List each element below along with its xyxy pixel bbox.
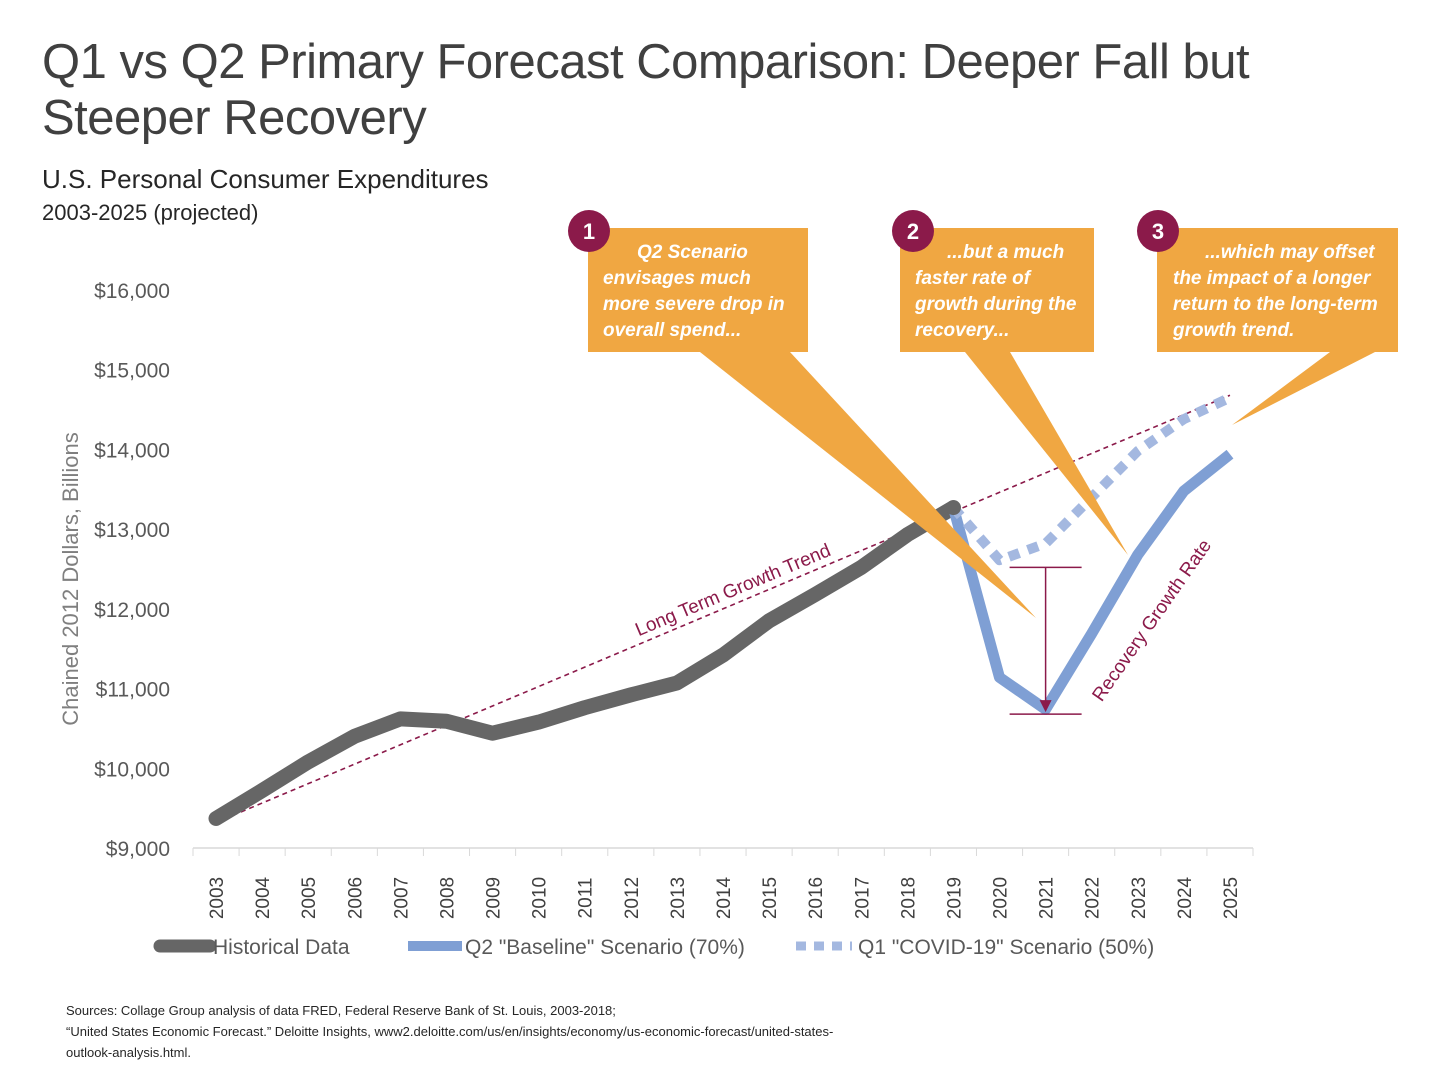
callout-text: ...but a much [947,242,1064,263]
x-tick-label: 2023 [1129,877,1150,919]
callout-text: overall spend... [603,320,741,341]
series-line-1 [948,449,1234,715]
sources-note: Sources: Collage Group analysis of data … [66,1000,986,1063]
x-tick-label: 2011 [576,878,597,919]
y-tick-label: $14,000 [94,439,170,462]
callout-text: growth trend. [1172,320,1294,341]
y-tick-label: $15,000 [94,360,170,383]
x-tick-label: 2009 [484,877,505,919]
legend-label: Q2 "Baseline" Scenario (70%) [465,936,745,959]
x-tick-label: 2007 [391,877,412,919]
x-tick-label: 2004 [253,876,274,919]
x-tick-label: 2024 [1175,876,1196,919]
annotation-callout-3: ...which may offset the impact of a longe… [1137,210,1398,425]
callout-number: 1 [583,219,595,244]
callout-text: growth during the [914,294,1077,315]
x-tick-label: 2013 [668,877,689,919]
x-tick-label: 2018 [898,877,919,919]
callout-number: 2 [907,219,919,244]
x-tick-label: 2005 [299,877,320,919]
x-tick-label: 2006 [345,877,366,919]
sources-line: “United States Economic Forecast.” Deloi… [66,1024,834,1039]
x-tick-label: 2010 [530,877,551,919]
callout-number: 3 [1152,219,1164,244]
trend-label: Long Term Growth Trend [632,540,834,641]
callout-box [900,228,1094,352]
callout-text: the impact of a longer [1173,268,1372,289]
callout-badge [892,210,934,252]
x-tick-label: 2016 [806,877,827,919]
recovery-arrowhead [1039,700,1052,713]
y-tick-label: $11,000 [96,679,170,702]
chart-title: Q1 vs Q2 Primary Forecast Comparison: De… [42,35,1250,145]
callout-pointer [700,352,1036,618]
y-axis-label: Chained 2012 Dollars, Billions [58,432,83,726]
legend-label: Historical Data [213,936,350,959]
recovery-label: Recovery Growth Rate [1089,536,1216,705]
callout-text: ...which may offset [1205,242,1375,263]
callout-badge [1137,210,1179,252]
x-tick-label: 2021 [1037,877,1058,919]
x-tick-label: 2019 [944,877,965,919]
sources-line: outlook-analysis.html. [66,1045,191,1060]
x-tick-label: 2003 [207,877,228,919]
y-tick-label: $12,000 [94,599,170,622]
x-tick-label: 2014 [714,876,735,919]
callout-text: more severe drop in [603,294,785,315]
annotation-callout-1: Q2 Scenario envisages much more severe dro… [568,210,1036,618]
x-tick-label: 2025 [1221,877,1242,919]
x-tick-label: 2017 [852,877,873,919]
line-chart: 2003 2004 2005 2006 2007 2008 2009 2010 2011 2012… [58,210,1398,959]
x-tick-label: 2012 [622,877,643,919]
x-tick-label: 2022 [1083,877,1104,919]
y-tick-label: $9,000 [106,838,170,861]
callout-text: return to the long-term [1173,294,1378,315]
callout-text: envisages much [603,268,751,289]
legend-label: Q1 "COVID-19" Scenario (50%) [858,936,1154,959]
callout-text: Q2 Scenario [637,242,748,263]
series-line-0 [208,500,961,826]
x-tick-label: 2008 [437,877,458,919]
callout-box [1157,228,1398,352]
series-line-2 [949,393,1233,566]
series-endpoint [945,500,961,516]
y-tick-label: $16,000 [94,280,170,303]
callout-box [588,228,808,352]
callout-text: faster rate of [915,268,1032,289]
callout-text: recovery... [915,320,1009,341]
callout-pointer [1232,352,1375,425]
x-tick-label: 2020 [991,877,1012,919]
annotation-callout-2: ...but a much faster rate of growth during… [892,210,1128,555]
callout-badge [568,210,610,252]
x-tick-label: 2015 [760,877,781,919]
chart-subtitle: U.S. Personal Consumer Expenditures [42,164,489,194]
y-tick-label: $13,000 [94,519,170,542]
sources-line: Sources: Collage Group analysis of data … [66,1003,616,1018]
callout-pointer [965,352,1128,555]
chart-date-range: 2003-2025 (projected) [42,200,259,225]
y-tick-label: $10,000 [94,758,170,781]
trend-line [215,394,1231,824]
